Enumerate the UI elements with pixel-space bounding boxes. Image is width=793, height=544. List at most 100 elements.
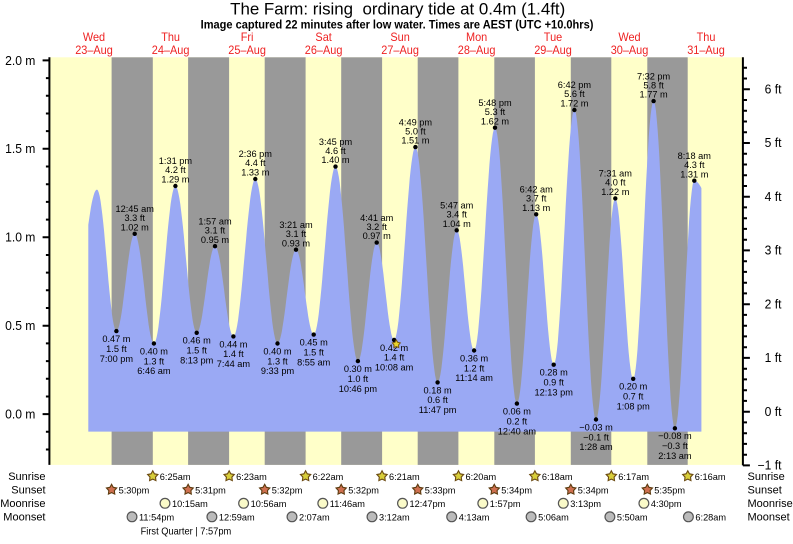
- svg-text:6:21am: 6:21am: [389, 471, 420, 482]
- svg-text:2:36 pm: 2:36 pm: [239, 148, 272, 159]
- svg-text:0.28 m: 0.28 m: [540, 366, 568, 377]
- svg-text:Moonset: Moonset: [748, 512, 790, 524]
- svg-text:4:49 pm: 4:49 pm: [399, 116, 432, 127]
- svg-text:11:47 pm: 11:47 pm: [419, 404, 457, 415]
- svg-text:1:31 pm: 1:31 pm: [159, 155, 192, 166]
- svg-text:11:54pm: 11:54pm: [139, 511, 174, 522]
- svg-text:Mon: Mon: [466, 32, 487, 44]
- svg-text:6:23am: 6:23am: [236, 471, 267, 482]
- svg-text:5:06am: 5:06am: [538, 511, 569, 522]
- svg-text:0.2 ft: 0.2 ft: [507, 415, 528, 426]
- svg-text:3 ft: 3 ft: [765, 244, 782, 258]
- svg-text:Sunrise: Sunrise: [748, 471, 785, 483]
- svg-text:Fri: Fri: [241, 32, 254, 44]
- svg-text:1:08 pm: 1:08 pm: [617, 400, 650, 411]
- svg-text:3:45 pm: 3:45 pm: [319, 136, 352, 147]
- svg-text:−0.3 ft: −0.3 ft: [662, 440, 688, 451]
- svg-text:0.18 m: 0.18 m: [424, 384, 452, 395]
- svg-text:Image captured 22 minutes afte: Image captured 22 minutes after low wate…: [201, 19, 594, 31]
- svg-text:23–Aug: 23–Aug: [75, 45, 113, 57]
- svg-text:1.3 ft: 1.3 ft: [267, 355, 288, 366]
- svg-text:6:22am: 6:22am: [313, 471, 344, 482]
- svg-text:−0.08 m: −0.08 m: [658, 430, 692, 441]
- svg-text:5.3 ft: 5.3 ft: [485, 106, 506, 117]
- svg-text:27–Aug: 27–Aug: [381, 45, 419, 57]
- svg-text:10:15am: 10:15am: [172, 498, 208, 509]
- svg-text:0.6 ft: 0.6 ft: [427, 394, 448, 405]
- svg-text:6:20am: 6:20am: [466, 471, 497, 482]
- svg-text:5:31pm: 5:31pm: [195, 484, 226, 495]
- svg-text:10:46 pm: 10:46 pm: [339, 383, 378, 394]
- svg-text:31–Aug: 31–Aug: [687, 45, 725, 57]
- svg-text:1.0 ft: 1.0 ft: [348, 373, 369, 384]
- svg-text:3.2 ft: 3.2 ft: [366, 221, 387, 232]
- svg-text:0.46 m: 0.46 m: [183, 335, 211, 346]
- svg-text:6:28am: 6:28am: [695, 511, 726, 522]
- svg-text:5:33pm: 5:33pm: [425, 484, 456, 495]
- svg-text:2:07am: 2:07am: [299, 511, 330, 522]
- svg-text:3:21 am: 3:21 am: [279, 219, 312, 230]
- svg-text:3:12am: 3:12am: [379, 511, 410, 522]
- svg-text:0.06 m: 0.06 m: [503, 405, 531, 416]
- svg-text:Thu: Thu: [697, 32, 716, 44]
- svg-text:3.7 ft: 3.7 ft: [526, 192, 547, 203]
- svg-text:1.29 m: 1.29 m: [161, 173, 189, 184]
- svg-text:29–Aug: 29–Aug: [534, 45, 572, 57]
- svg-text:8:13 pm: 8:13 pm: [180, 354, 213, 365]
- svg-text:10:08 am: 10:08 am: [375, 361, 414, 372]
- svg-text:6:42 pm: 6:42 pm: [558, 79, 591, 90]
- svg-text:30–Aug: 30–Aug: [611, 45, 649, 57]
- svg-text:1.5 ft: 1.5 ft: [186, 344, 207, 355]
- svg-text:5:30pm: 5:30pm: [119, 484, 150, 495]
- svg-text:5:47 am: 5:47 am: [440, 199, 473, 210]
- svg-text:1.4 ft: 1.4 ft: [223, 348, 244, 359]
- svg-text:5:34pm: 5:34pm: [501, 484, 532, 495]
- svg-text:5 ft: 5 ft: [765, 136, 782, 150]
- svg-text:9:33 pm: 9:33 pm: [261, 365, 294, 376]
- svg-text:4.6 ft: 4.6 ft: [325, 145, 346, 156]
- svg-text:26–Aug: 26–Aug: [305, 45, 343, 57]
- svg-text:0.0 m: 0.0 m: [5, 407, 35, 421]
- svg-text:3:13pm: 3:13pm: [570, 498, 601, 509]
- svg-text:4.2 ft: 4.2 ft: [165, 164, 186, 175]
- svg-text:6 ft: 6 ft: [765, 82, 782, 96]
- svg-text:0.47 m: 0.47 m: [102, 333, 130, 344]
- svg-text:1.22 m: 1.22 m: [601, 186, 629, 197]
- svg-text:Sun: Sun: [390, 32, 409, 44]
- svg-text:0.5 m: 0.5 m: [5, 319, 35, 333]
- svg-text:1.62 m: 1.62 m: [481, 115, 509, 126]
- svg-text:Sunrise: Sunrise: [8, 471, 45, 483]
- svg-text:5:48 pm: 5:48 pm: [478, 97, 511, 108]
- svg-text:Moonrise: Moonrise: [0, 498, 45, 510]
- svg-text:5.6 ft: 5.6 ft: [564, 88, 585, 99]
- svg-text:0.40 m: 0.40 m: [263, 345, 291, 356]
- svg-text:1:57pm: 1:57pm: [490, 498, 521, 509]
- svg-text:1.13 m: 1.13 m: [522, 202, 550, 213]
- svg-text:1.0 m: 1.0 m: [5, 231, 35, 245]
- svg-text:1.33 m: 1.33 m: [241, 166, 269, 177]
- svg-text:1.02 m: 1.02 m: [121, 221, 149, 232]
- svg-text:6:17am: 6:17am: [618, 471, 649, 482]
- svg-text:1.31 m: 1.31 m: [680, 168, 708, 179]
- svg-text:5:32pm: 5:32pm: [272, 484, 303, 495]
- svg-text:2.0 m: 2.0 m: [5, 54, 35, 68]
- svg-text:8:55 am: 8:55 am: [297, 356, 330, 367]
- svg-text:1.5 ft: 1.5 ft: [106, 343, 127, 354]
- svg-text:1.5 ft: 1.5 ft: [303, 346, 324, 357]
- svg-text:8:18 am: 8:18 am: [678, 150, 711, 161]
- svg-text:3.3 ft: 3.3 ft: [124, 212, 145, 223]
- svg-text:0.20 m: 0.20 m: [619, 381, 647, 392]
- svg-text:Thu: Thu: [161, 32, 180, 44]
- svg-text:12:47pm: 12:47pm: [410, 498, 446, 509]
- svg-text:6:16am: 6:16am: [695, 471, 726, 482]
- svg-text:10:56am: 10:56am: [251, 498, 287, 509]
- svg-text:5:35pm: 5:35pm: [654, 484, 685, 495]
- svg-text:1 ft: 1 ft: [765, 351, 782, 365]
- svg-text:4.3 ft: 4.3 ft: [684, 159, 705, 170]
- svg-text:28–Aug: 28–Aug: [458, 45, 496, 57]
- svg-text:11:14 am: 11:14 am: [455, 372, 493, 383]
- svg-text:6:46 am: 6:46 am: [137, 365, 170, 376]
- svg-text:5.0 ft: 5.0 ft: [405, 125, 426, 136]
- svg-text:24–Aug: 24–Aug: [152, 45, 190, 57]
- svg-text:11:46am: 11:46am: [330, 498, 365, 509]
